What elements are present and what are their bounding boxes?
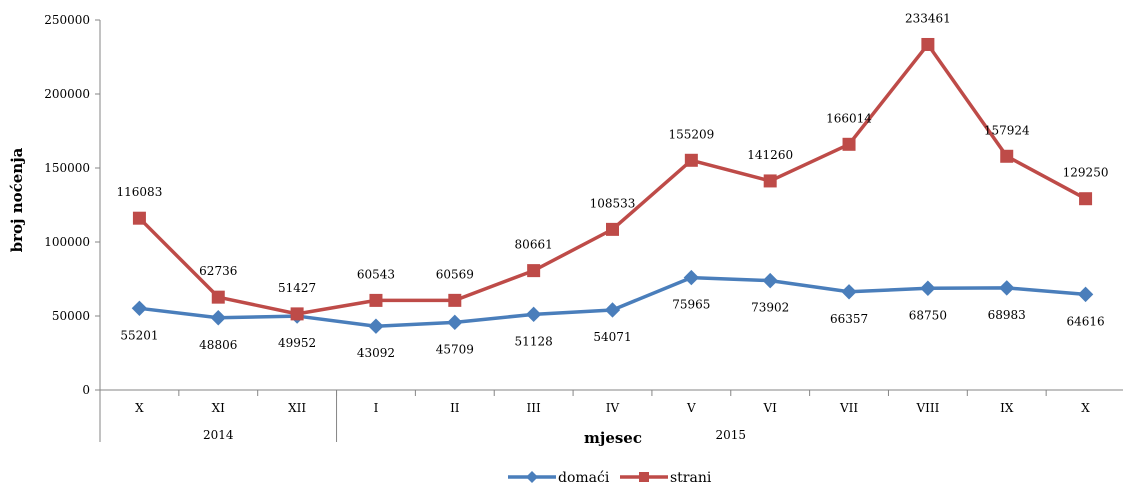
legend-marker-strani [639, 472, 649, 482]
data-point-domaći [447, 314, 463, 331]
data-point-domaći [604, 302, 621, 318]
x-tick-label: XI [212, 401, 226, 415]
x-tick-label: II [450, 401, 460, 415]
data-point-domaći [762, 272, 778, 289]
legend-entry-strani: strani [670, 470, 712, 484]
x-tick-label: V [686, 401, 696, 415]
y-tick-label: 100000 [44, 235, 90, 249]
data-label-domaći: 55201 [120, 328, 158, 342]
data-labels: 55201 48806 49952 43092 45709 51128 54071 75965… [117, 11, 1109, 360]
x-axis-ticks: X XI XII I II III IV V VI VII VIII IX X [99, 390, 1090, 415]
x-axis-groups: 2014 2015 [99, 390, 746, 442]
x-axis-title: mjesec [584, 429, 642, 447]
data-label-domaći: 68983 [988, 308, 1026, 322]
data-label-domaći: 73902 [751, 301, 789, 315]
data-point-strani [606, 222, 619, 236]
data-label-domaći: 43092 [357, 346, 395, 360]
data-point-strani [842, 137, 856, 151]
data-point-strani [1000, 149, 1014, 163]
x-tick-label: III [527, 401, 541, 415]
legend: domaći strani [508, 470, 712, 484]
data-point-domaći [841, 284, 857, 300]
x-tick-label: VIII [915, 401, 939, 415]
data-label-domaći: 48806 [199, 338, 237, 352]
y-tick-label: 250000 [44, 13, 90, 27]
data-point-domaći [920, 280, 936, 296]
data-point-strani [921, 37, 935, 51]
data-label-strani: 60569 [436, 267, 474, 281]
y-tick-label: 200000 [44, 87, 90, 101]
data-label-domaći: 51128 [515, 334, 553, 348]
data-label-strani: 51427 [278, 281, 316, 295]
data-point-domaći [1077, 286, 1094, 303]
data-point-strani [763, 174, 777, 188]
legend-entry-domaći: domaći [558, 470, 610, 484]
data-point-strani [290, 307, 304, 321]
data-label-strani: 166014 [826, 111, 872, 125]
data-label-strani: 141260 [747, 148, 793, 162]
data-label-domaći: 45709 [436, 342, 474, 356]
data-point-strani [684, 153, 698, 167]
data-label-domaći: 75965 [672, 298, 710, 312]
data-label-domaći: 49952 [278, 336, 316, 350]
data-point-domaći [210, 310, 226, 326]
data-point-strani [132, 211, 146, 225]
data-point-domaći [999, 280, 1015, 296]
data-point-domaći [131, 300, 148, 317]
x-tick-label: XII [288, 401, 306, 415]
x-tick-label: X [1081, 401, 1090, 415]
data-label-strani: 62736 [199, 264, 237, 278]
data-label-strani: 116083 [117, 185, 163, 199]
data-point-domaći [525, 306, 542, 323]
group-label: 2014 [203, 428, 234, 442]
x-tick-label: VII [839, 401, 858, 415]
data-label-domaći: 66357 [830, 312, 868, 326]
data-label-strani: 60543 [357, 267, 395, 281]
x-tick-label: IX [1000, 401, 1014, 415]
x-tick-label: IV [606, 401, 620, 415]
group-label: 2015 [715, 428, 746, 442]
y-axis-title: broj noćenja [8, 147, 26, 252]
series-markers [131, 37, 1094, 334]
data-label-strani: 233461 [905, 11, 951, 25]
data-label-domaći: 68750 [909, 308, 947, 322]
data-point-strani [448, 293, 462, 307]
y-axis-ticks: 0 50000 100000 150000 200000 250000 [44, 13, 100, 397]
y-tick-label: 0 [82, 383, 90, 397]
data-point-strani [527, 264, 541, 278]
data-point-strani [211, 290, 225, 304]
data-label-strani: 80661 [515, 238, 553, 252]
legend-marker-domaći [526, 471, 538, 483]
y-tick-label: 50000 [52, 309, 90, 323]
y-tick-label: 150000 [44, 161, 90, 175]
data-label-domaći: 64616 [1066, 314, 1104, 328]
x-tick-label: X [135, 401, 144, 415]
data-label-strani: 108533 [590, 196, 636, 210]
series-line-strani [138, 42, 1087, 316]
data-label-strani: 155209 [668, 127, 714, 141]
data-point-domaći [368, 318, 384, 334]
axes [99, 20, 1123, 391]
data-point-strani [369, 293, 383, 307]
x-tick-label: I [374, 401, 379, 415]
data-label-domaći: 54071 [593, 330, 631, 344]
data-label-strani: 157924 [984, 123, 1030, 137]
data-point-strani [1079, 192, 1093, 206]
x-tick-label: VI [762, 401, 777, 415]
data-label-strani: 129250 [1063, 166, 1109, 180]
data-point-domaći [683, 269, 700, 286]
